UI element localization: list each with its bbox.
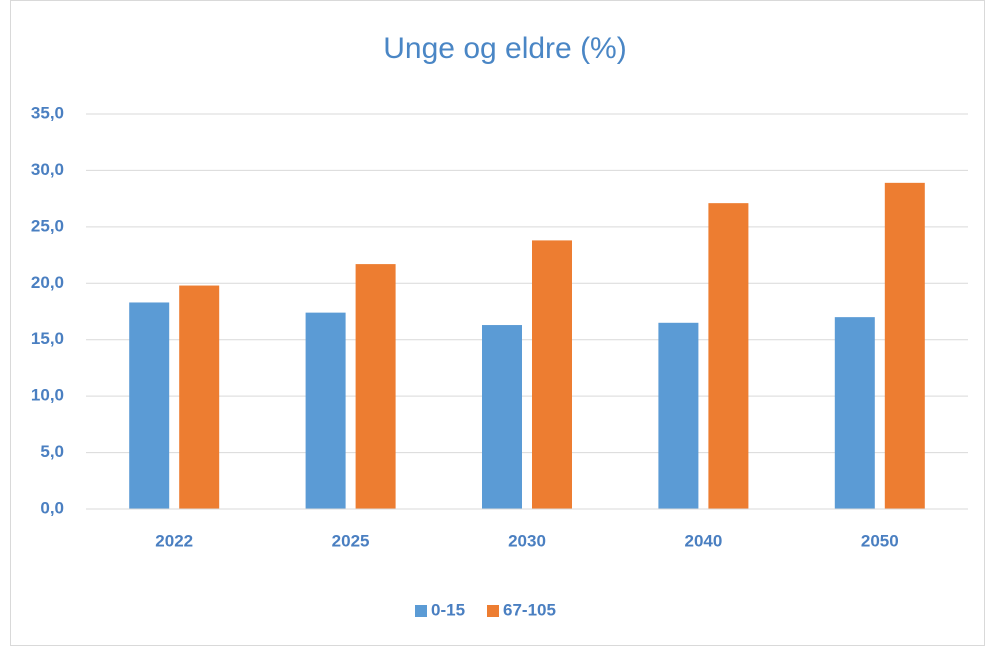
legend-swatch [487,605,499,617]
y-tick-label: 15,0 [31,329,64,348]
bar [305,312,346,509]
bar [884,182,925,510]
bar [658,322,699,509]
bar [482,325,522,509]
x-tick-label: 2040 [684,531,722,550]
legend-swatch [415,605,427,617]
y-tick-label: 5,0 [40,442,64,461]
x-tick-label: 2050 [861,531,899,550]
bar [355,264,396,509]
chart-title: Unge og eldre (%) [383,32,626,65]
bar [834,317,875,509]
bar [532,240,572,509]
y-tick-label: 35,0 [31,103,64,122]
legend-label: 67-105 [503,600,556,619]
bar [708,203,749,509]
bar [179,285,220,509]
y-tick-label: 25,0 [31,216,64,235]
bar [129,302,170,509]
x-tick-label: 2030 [508,531,546,550]
x-tick-label: 2025 [332,531,370,550]
legend-label: 0-15 [431,600,465,619]
y-tick-label: 20,0 [31,273,64,292]
chart-border [10,0,985,646]
x-tick-label: 2022 [155,531,193,550]
y-tick-label: 30,0 [31,160,64,179]
y-tick-label: 10,0 [31,386,64,405]
y-tick-label: 0,0 [40,498,64,517]
